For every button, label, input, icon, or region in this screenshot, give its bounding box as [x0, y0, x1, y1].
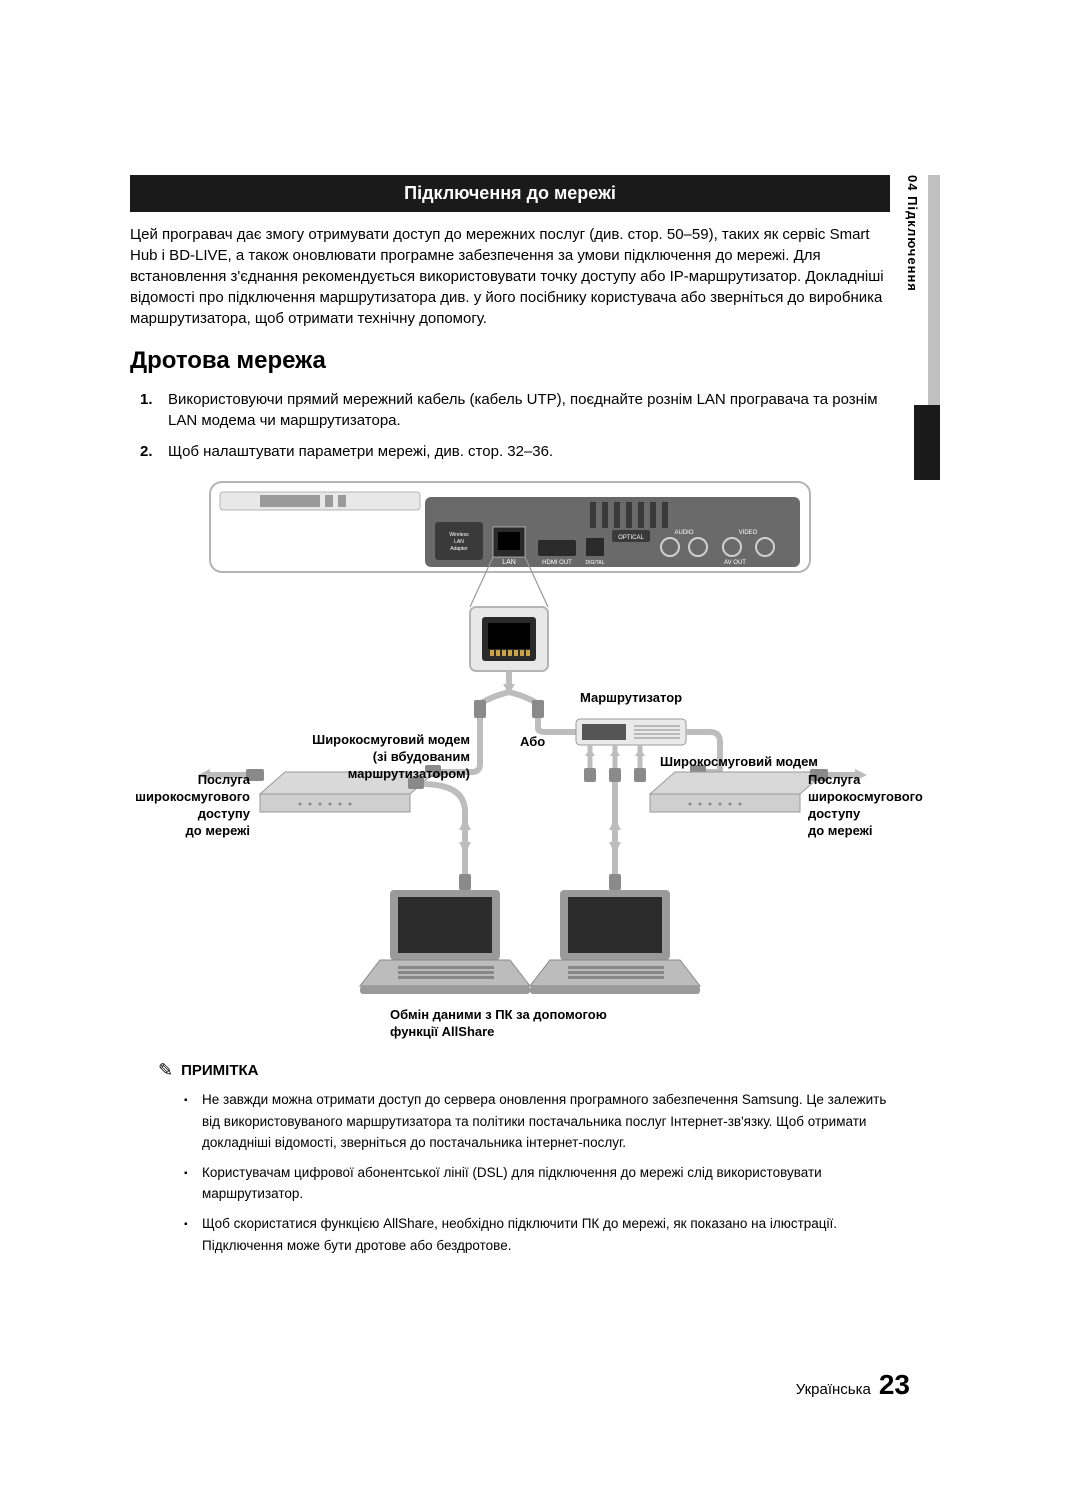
- svg-text:LAN: LAN: [502, 559, 516, 566]
- heading-wired-network: Дротова мережа: [130, 347, 890, 375]
- label-line: функції AllShare: [390, 1024, 494, 1039]
- note-heading: ✎ ПРИМІТКА: [158, 1060, 890, 1081]
- note-block: ✎ ПРИМІТКА ▪ Не завжди можна отримати до…: [130, 1060, 890, 1256]
- step-1: 1. Використовуючи прямий мережний кабель…: [140, 389, 890, 431]
- label-modem-right: Широкосмуговий модем: [660, 754, 818, 771]
- svg-text:OPTICAL: OPTICAL: [618, 535, 644, 541]
- label-service-right: Послуга широкосмугового доступу до мереж…: [808, 772, 938, 840]
- label-line: (зі вбудованим маршрутизатором): [348, 749, 470, 781]
- note-title: ПРИМІТКА: [181, 1062, 258, 1079]
- svg-text:AV OUT: AV OUT: [724, 560, 746, 566]
- note-text: Щоб скористатися функцією AllShare, необ…: [202, 1213, 890, 1256]
- label-or: Або: [520, 734, 545, 751]
- step-text: Використовуючи прямий мережний кабель (к…: [168, 389, 890, 431]
- label-service-left: Послуга широкосмугового доступу до мереж…: [130, 772, 250, 840]
- side-bar-thick: [914, 405, 940, 480]
- label-router: Маршрутизатор: [580, 690, 682, 707]
- svg-text:Adapter: Adapter: [450, 546, 468, 552]
- side-tab-label: 04 Підключення: [905, 175, 920, 292]
- page-footer: Українська 23: [796, 1369, 910, 1401]
- note-text: Не завжди можна отримати доступ до серве…: [202, 1089, 890, 1154]
- note-icon: ✎: [158, 1060, 173, 1081]
- label-allshare: Обмін даними з ПК за допомогою функції A…: [390, 1007, 607, 1041]
- label-modem-builtin: Широкосмуговий модем (зі вбудованим марш…: [280, 732, 470, 783]
- bullet-icon: ▪: [184, 1213, 202, 1256]
- step-number: 1.: [140, 389, 168, 431]
- note-text: Користувачам цифрової абонентської лінії…: [202, 1162, 890, 1205]
- footer-language: Українська: [796, 1381, 871, 1398]
- svg-text:DIGITAL: DIGITAL: [585, 560, 604, 566]
- connection-diagram: Wireless LAN Adapter LAN HDMI OUT DIGITA…: [150, 472, 870, 1032]
- page-content: Підключення до мережі Цей програвач дає …: [130, 175, 890, 1264]
- bullet-icon: ▪: [184, 1089, 202, 1154]
- label-line: Обмін даними з ПК за допомогою: [390, 1007, 607, 1022]
- bullet-icon: ▪: [184, 1162, 202, 1205]
- svg-text:VIDEO: VIDEO: [739, 530, 758, 536]
- side-bar-thin: [928, 175, 940, 405]
- section-header: Підключення до мережі: [130, 175, 890, 212]
- note-item: ▪ Користувачам цифрової абонентської лін…: [184, 1162, 890, 1205]
- step-number: 2.: [140, 441, 168, 462]
- svg-text:AUDIO: AUDIO: [674, 530, 693, 536]
- step-2: 2. Щоб налаштувати параметри мережі, див…: [140, 441, 890, 462]
- note-item: ▪ Не завжди можна отримати доступ до сер…: [184, 1089, 890, 1154]
- svg-text:LAN: LAN: [454, 539, 464, 545]
- step-text: Щоб налаштувати параметри мережі, див. с…: [168, 441, 553, 462]
- svg-text:Wireless: Wireless: [449, 532, 469, 538]
- intro-paragraph: Цей програвач дає змогу отримувати досту…: [130, 224, 890, 329]
- page-number: 23: [879, 1369, 910, 1401]
- svg-text:HDMI OUT: HDMI OUT: [542, 560, 572, 566]
- label-line: Широкосмуговий модем: [312, 732, 470, 747]
- note-item: ▪ Щоб скористатися функцією AllShare, не…: [184, 1213, 890, 1256]
